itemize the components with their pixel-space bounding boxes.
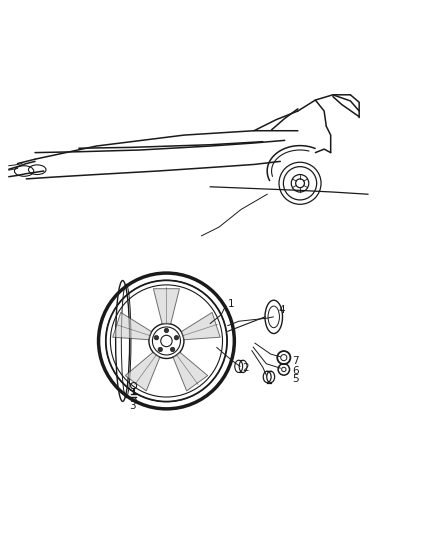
Polygon shape <box>173 352 208 391</box>
Circle shape <box>158 348 162 352</box>
Text: 6: 6 <box>293 366 299 376</box>
Text: 2: 2 <box>242 363 248 373</box>
Polygon shape <box>153 289 180 324</box>
Polygon shape <box>113 312 152 340</box>
Circle shape <box>164 328 169 333</box>
Polygon shape <box>181 312 220 340</box>
Text: 1: 1 <box>228 298 234 309</box>
Circle shape <box>174 335 179 340</box>
Text: 7: 7 <box>293 356 299 366</box>
Text: 4: 4 <box>278 305 285 316</box>
Polygon shape <box>125 352 160 391</box>
Text: 3: 3 <box>129 401 136 411</box>
Circle shape <box>154 335 159 340</box>
Circle shape <box>170 348 175 352</box>
Text: 5: 5 <box>293 374 299 384</box>
